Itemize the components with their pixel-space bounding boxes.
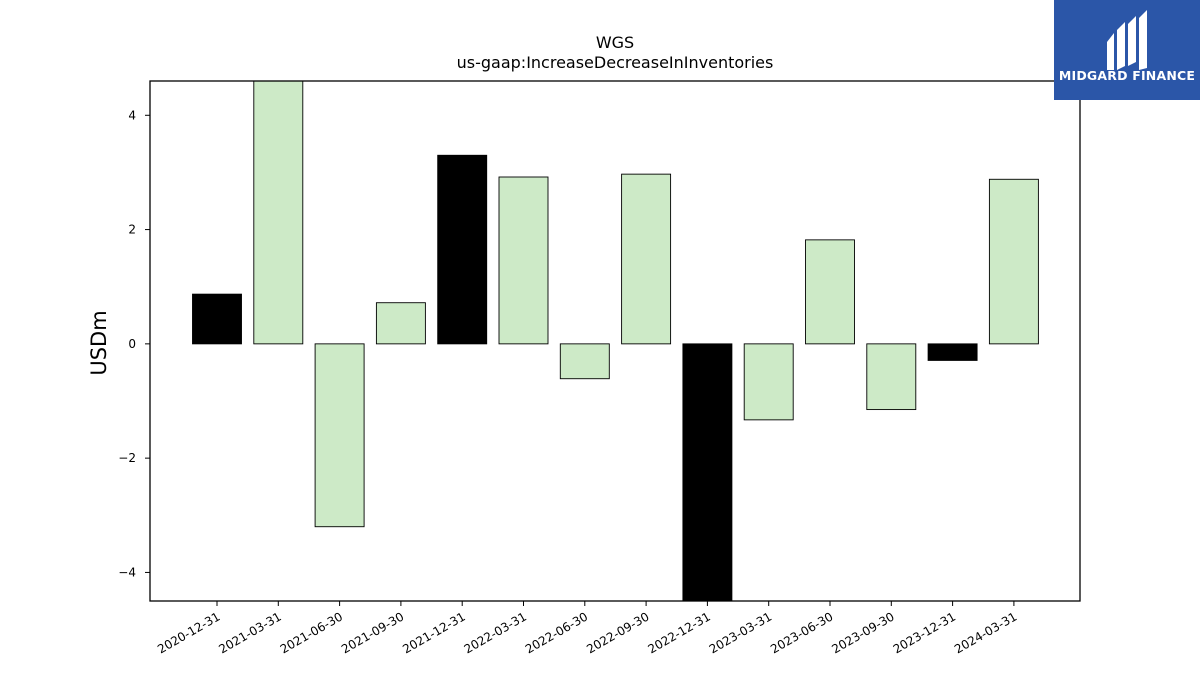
x-tick-label: 2020-12-31 — [155, 609, 222, 656]
brand-logo: MIDGARD FINANCE — [1054, 0, 1200, 100]
x-tick-label: 2023-06-30 — [768, 609, 835, 656]
brand-name: MIDGARD FINANCE — [1058, 68, 1196, 83]
bar-2022-06-30 — [559, 343, 610, 380]
y-tick-label: 2 — [128, 223, 136, 237]
bar-2023-03-31 — [743, 343, 794, 421]
y-ticks-group: −4 −2 0 2 4 — [118, 108, 150, 579]
x-ticks-group: 2020-12-312021-03-312021-06-302021-09-30… — [155, 601, 1019, 656]
chart-subtitle: us-gaap:IncreaseDecreaseInInventories — [457, 53, 774, 72]
bar-2022-09-30 — [621, 173, 672, 345]
plot-frame — [149, 80, 1081, 602]
bar-2022-12-31 — [682, 343, 733, 601]
y-tick-label: −2 — [118, 451, 136, 465]
bar-2021-12-31 — [437, 154, 488, 345]
midgard-m-logo-icon — [1107, 10, 1147, 70]
bar-2021-06-30 — [314, 343, 365, 528]
y-axis-label: USDm — [87, 310, 111, 375]
bar-2024-03-31 — [988, 178, 1039, 345]
y-tick-label: −4 — [118, 565, 136, 579]
x-tick-label: 2022-03-31 — [462, 609, 529, 656]
y-tick-label: 0 — [128, 337, 136, 351]
x-tick-label: 2023-09-30 — [829, 609, 896, 656]
x-tick-label: 2022-09-30 — [584, 609, 651, 656]
chart-title: WGS — [596, 33, 634, 52]
y-tick-label: 4 — [128, 108, 136, 122]
bar-2021-09-30 — [375, 302, 426, 345]
x-tick-label: 2021-12-31 — [400, 609, 467, 656]
x-tick-label: 2021-06-30 — [278, 609, 345, 656]
x-tick-label: 2022-06-30 — [523, 609, 590, 656]
x-tick-label: 2024-03-31 — [952, 609, 1019, 656]
x-tick-label: 2021-09-30 — [339, 609, 406, 656]
x-tick-label: 2022-12-31 — [645, 609, 712, 656]
bar-2020-12-31 — [192, 293, 242, 345]
x-tick-label: 2021-03-31 — [216, 609, 283, 656]
bar-2022-03-31 — [498, 176, 549, 345]
x-tick-label: 2023-12-31 — [891, 609, 958, 656]
bar-2021-03-31 — [253, 81, 304, 345]
bar-2023-09-30 — [866, 343, 917, 411]
bars-group — [192, 81, 1039, 601]
bar-2023-12-31 — [927, 343, 978, 361]
x-tick-label: 2023-03-31 — [707, 609, 774, 656]
bar-2023-06-30 — [805, 239, 855, 345]
